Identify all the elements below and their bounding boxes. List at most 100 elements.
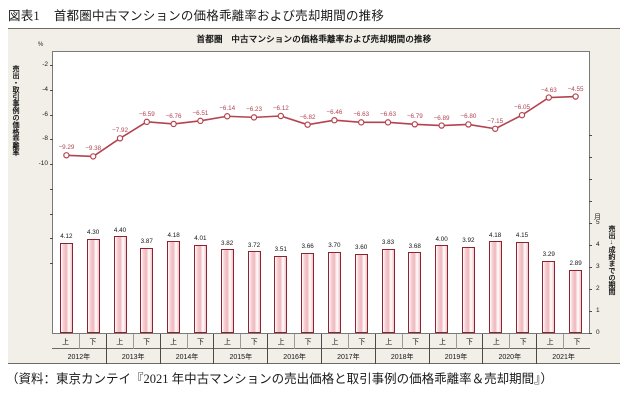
line-value-label: −6.05 [514, 104, 530, 112]
x-axis-year-label: 2017年 [321, 349, 375, 364]
right-axis-tick-label: 4 [596, 241, 600, 249]
line-value-label: −6.59 [138, 110, 155, 118]
bar [140, 248, 154, 333]
x-axis-half-label: 下 [294, 334, 321, 349]
x-axis: 上下上下上下上下上下上下上下上下上下上下 2012年 2013年 2014年 2015… [52, 334, 590, 364]
x-axis-year-label: 2020年 [482, 349, 536, 364]
left-axis-unit: % [38, 42, 44, 48]
bar [515, 241, 529, 333]
x-axis-half-label: 上 [536, 334, 563, 349]
x-axis-year-label: 2019年 [428, 349, 483, 364]
right-axis-tick-mark [589, 311, 592, 313]
x-axis-half-label: 上 [428, 334, 456, 349]
right-axis-tick-mark [589, 333, 592, 334]
left-axis-tick-mark [50, 64, 53, 66]
right-axis-tick-label: 2 [596, 285, 600, 293]
right-axis-tick-mark [589, 289, 592, 291]
bar-value-label: 4.30 [87, 229, 100, 237]
bar-value-label: 3.82 [221, 239, 234, 247]
line-value-label: −9.38 [85, 145, 102, 153]
bar-value-label: 3.87 [140, 238, 153, 246]
left-axis-tick-mark [50, 263, 53, 265]
x-axis-year-label: 2013年 [105, 349, 160, 364]
bar-value-label: 4.00 [435, 235, 448, 243]
bar-value-label: 4.18 [489, 231, 502, 239]
line-marker [358, 119, 365, 126]
bar [274, 255, 288, 333]
right-axis-tick-label: 1 [596, 307, 600, 315]
x-axis-half-label: 下 [78, 334, 106, 349]
line-value-label: −7.15 [487, 117, 504, 125]
bar-value-label: 4.18 [167, 231, 180, 239]
figure-heading: 図表1 首都圏中古マンションの価格乖離率および売却期間の推移 [8, 5, 384, 24]
bar-value-label: 2.89 [569, 260, 582, 268]
line-value-label: −4.55 [567, 85, 584, 93]
left-axis-tick-mark [50, 89, 53, 91]
line-marker [63, 152, 70, 159]
right-axis-tick-mark [589, 157, 592, 159]
line-marker [143, 118, 151, 126]
figure-number: 図表1 [8, 9, 40, 23]
right-axis-tick-mark [589, 135, 592, 137]
bar [435, 245, 449, 333]
line-value-label: −6.46 [326, 109, 343, 117]
line-value-label: −6.14 [219, 105, 236, 113]
left-axis-tick-mark [50, 114, 53, 116]
bar-value-label: 3.51 [274, 246, 287, 254]
left-axis-tick-label: -8 [42, 135, 48, 143]
bar [408, 252, 422, 333]
line-marker [223, 113, 231, 120]
bar [59, 242, 73, 333]
left-axis-tick-label: -6 [42, 110, 48, 118]
line-marker [250, 114, 258, 121]
bar [220, 249, 234, 333]
bar-value-label: 4.15 [515, 232, 529, 240]
line-marker [518, 111, 526, 119]
line-marker [170, 120, 177, 128]
bar [113, 236, 127, 333]
right-axis-title: 売出↓成約までの期間 [608, 225, 615, 295]
source-note: （資料：東京カンテイ『2021 年中古マンションの売出価格と取引事例の価格乖離率… [6, 372, 553, 386]
bar [86, 238, 100, 333]
bar-value-label: 4.01 [194, 235, 207, 243]
left-axis-tick-mark [50, 238, 53, 240]
bar [193, 244, 207, 333]
left-axis-tick-label: -2 [42, 60, 48, 68]
line-marker [572, 93, 579, 100]
line-marker [438, 122, 445, 129]
plot-inner: -2 -4 -6 -8 -10 5 4 3 2 1 0 4.12 4.30 4.40 3.87 4.18 4.0… [39, 52, 600, 336]
left-axis-tick-label: -10 [38, 160, 48, 168]
bar [301, 252, 315, 333]
x-axis-half-label: 上 [61, 338, 69, 346]
chart-container: 首都圏 中古マンションの価格乖離率および売却期間の推移 % 月 売出・取引事例の… [8, 28, 620, 364]
line-value-label: −6.76 [165, 112, 182, 120]
bar [488, 241, 502, 333]
left-axis-tick-mark [50, 164, 53, 166]
x-axis-half-label: 上 [213, 334, 240, 349]
right-axis-tick-mark [589, 179, 592, 181]
line-marker [331, 117, 338, 124]
x-axis-half-row: 上下上下上下上下上下上下上下上下上下上下 [52, 334, 590, 349]
bar-value-label: 3.60 [355, 244, 368, 252]
line-value-label: −6.63 [380, 111, 396, 119]
x-axis-half-label: 下 [401, 334, 429, 349]
bar-value-label: 3.68 [408, 242, 421, 250]
x-axis-half-label: 上 [159, 334, 187, 349]
right-axis-tick-mark [589, 245, 592, 247]
x-axis-half-label: 上 [267, 334, 294, 349]
line-value-label: −4.63 [540, 86, 557, 94]
x-axis-half-label: 下 [186, 334, 214, 349]
line-marker [116, 135, 124, 142]
x-axis-year-label: 2016年 [267, 349, 321, 364]
line-value-label: −6.79 [406, 113, 423, 121]
x-axis-half-label: 下 [509, 334, 536, 349]
x-axis-half-label: 下 [347, 334, 375, 349]
line-marker [304, 121, 311, 128]
bar-value-label: 3.66 [301, 243, 314, 251]
left-axis-tick-mark [50, 188, 53, 190]
right-axis-tick-label: 5 [596, 219, 600, 227]
left-axis-tick-label: -4 [42, 85, 48, 93]
right-axis-unit: 月 [594, 214, 601, 221]
line-value-label: −6.63 [353, 111, 370, 119]
